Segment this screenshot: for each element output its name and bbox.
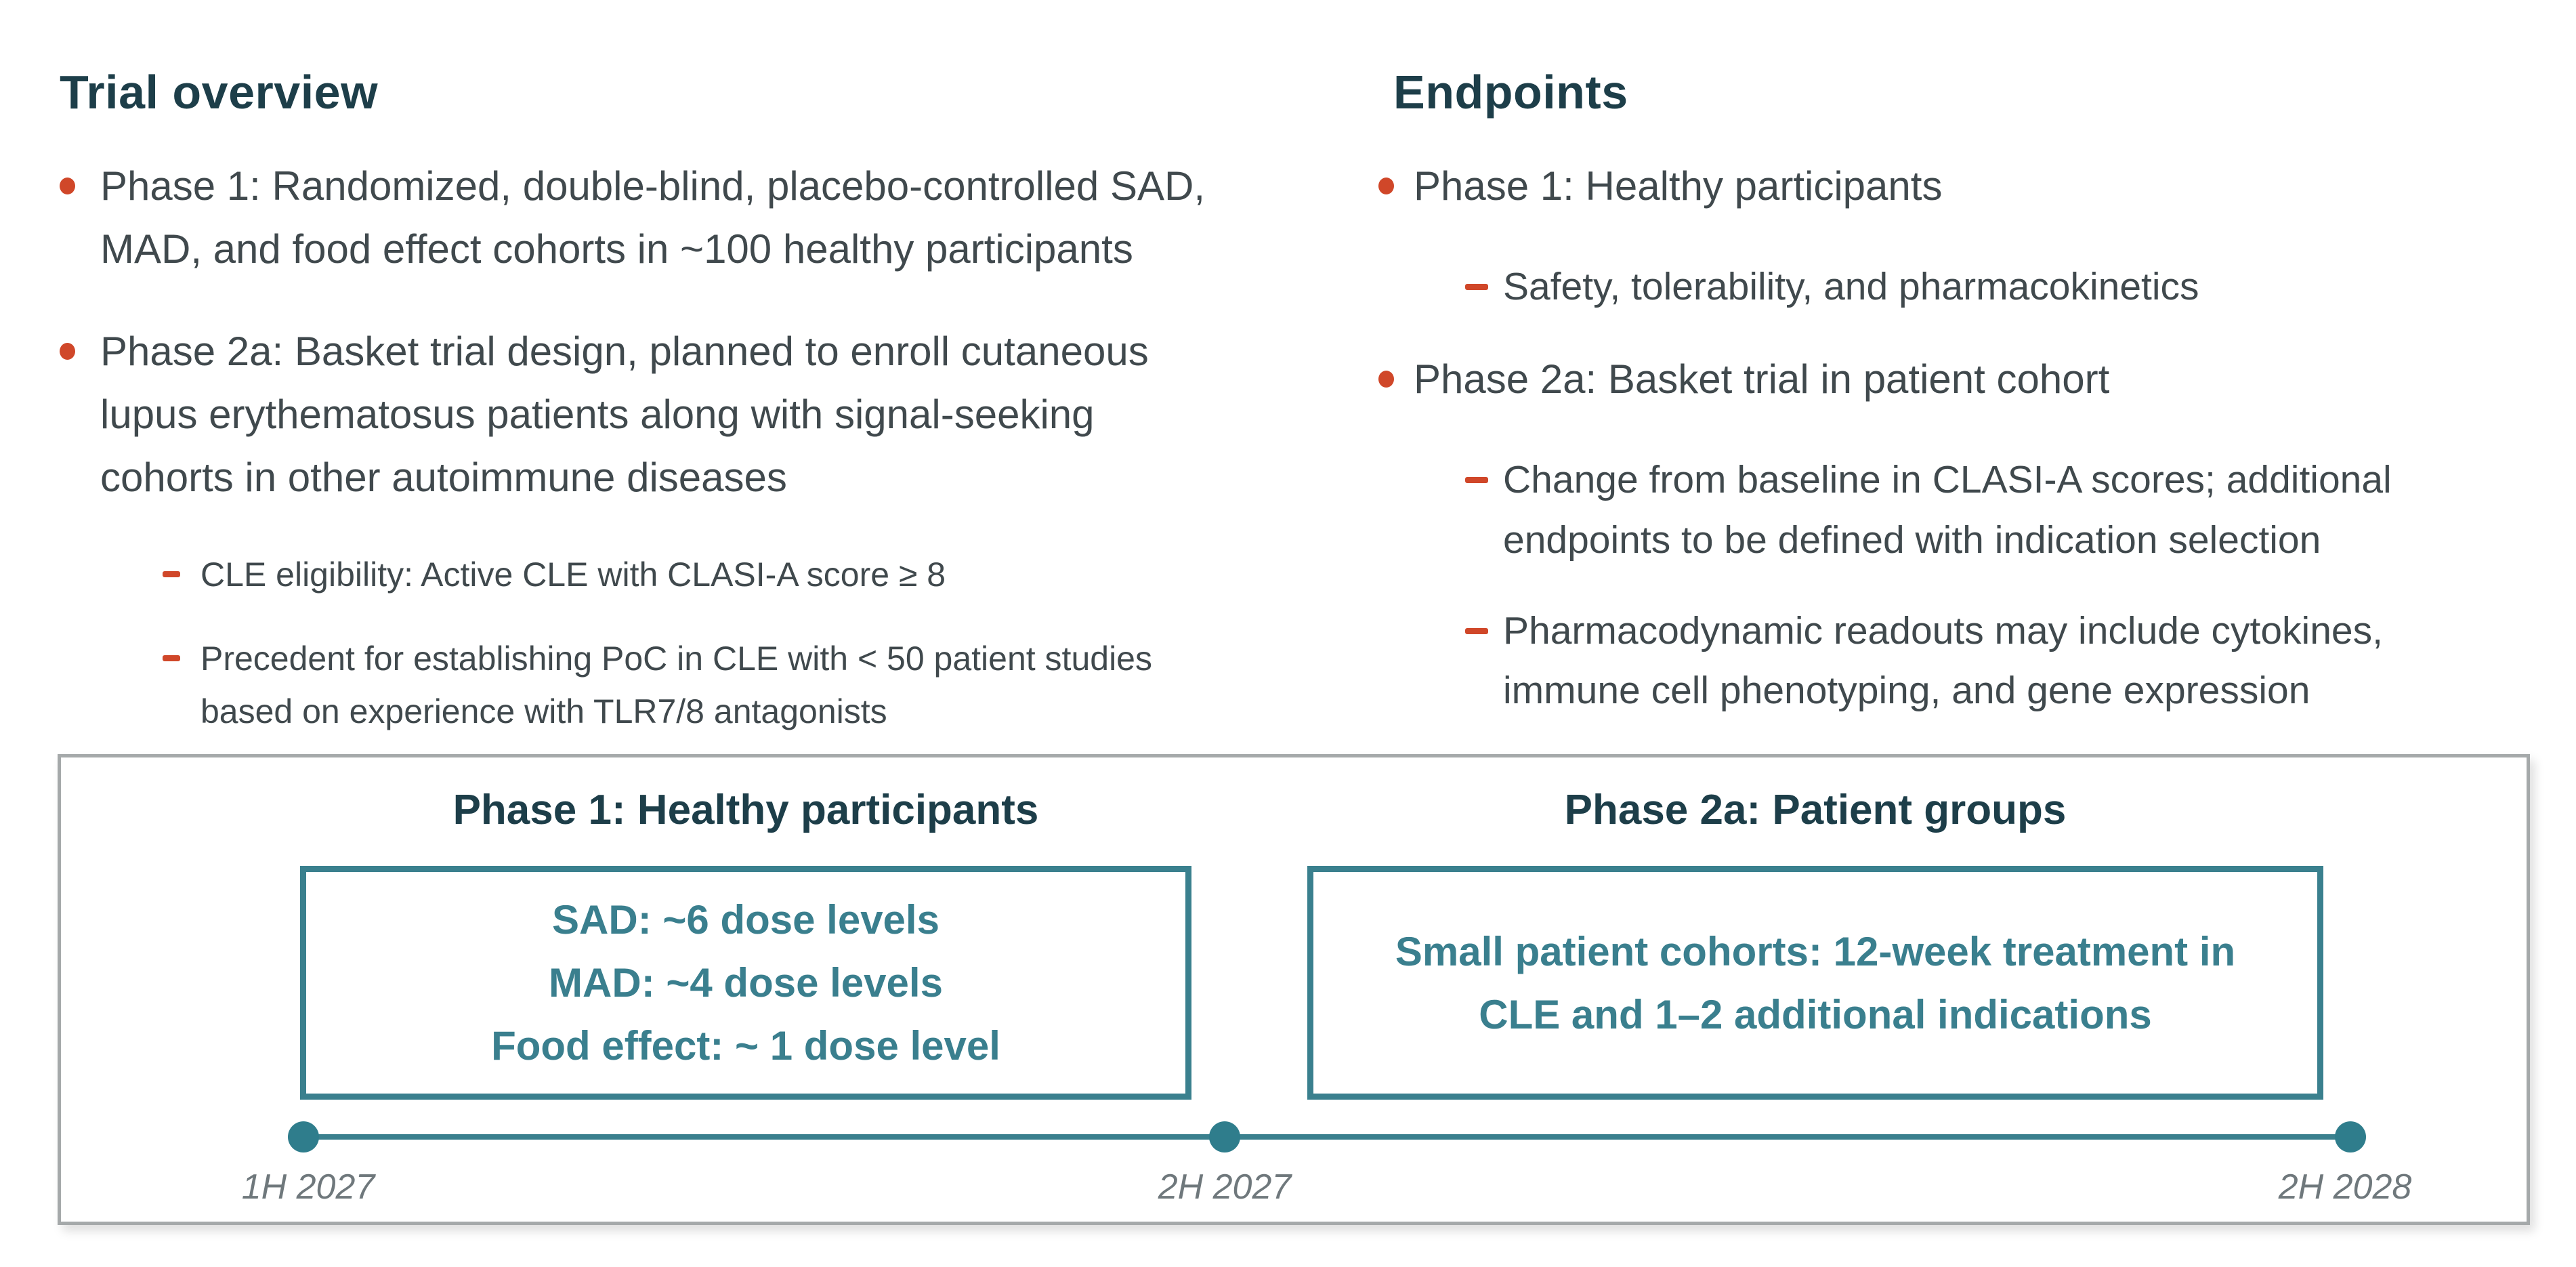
timeline-line xyxy=(303,1134,2350,1140)
sub-bullet-text: Change from baseline in CLASI-A scores; … xyxy=(1503,458,2392,562)
timeline-label-2h2027: 2H 2027 xyxy=(1158,1167,1292,1207)
sub-bullet-text: Pharmacodynamic readouts may include cyt… xyxy=(1503,609,2383,713)
bullet-icon xyxy=(1378,371,1394,388)
bullet-text: Phase 2a: Basket trial design, planned t… xyxy=(100,329,1149,500)
phase1-timeline-title: Phase 1: Healthy participants xyxy=(452,787,1039,833)
timeline-dot-1h2027 xyxy=(288,1121,319,1152)
sub-bullet-text: Precedent for establishing PoC in CLE wi… xyxy=(200,640,1152,730)
phase2a-box-text: Small patient cohorts: 12-week treatment… xyxy=(1395,928,2236,1037)
bullet-text: Phase 2a: Basket trial in patient cohort xyxy=(1414,356,2110,402)
timeline-dot-2h2027 xyxy=(1209,1121,1240,1152)
trial-overview-title: Trial overview xyxy=(60,66,379,119)
phase1-box: SAD: ~6 dose levels MAD: ~4 dose levels … xyxy=(300,866,1191,1100)
endpoints-bullet-phase2a: Phase 2a: Basket trial in patient cohort xyxy=(1378,348,2571,411)
dash-icon xyxy=(1465,628,1488,635)
dash-icon xyxy=(163,655,180,661)
safety-sub-bullet: Safety, tolerability, and pharmacokineti… xyxy=(1465,257,2571,316)
bullet-text: Phase 1: Randomized, double-blind, place… xyxy=(100,163,1205,272)
dash-icon xyxy=(1465,284,1488,290)
timeline-dot-2h2028 xyxy=(2335,1121,2366,1152)
dash-icon xyxy=(1465,477,1488,484)
bullet-icon xyxy=(60,178,75,194)
trial-overview-section: Trial overview Phase 1: Randomized, doub… xyxy=(60,65,1340,769)
sub-bullet-text: CLE eligibility: Active CLE with CLASI-A… xyxy=(200,556,946,594)
phase1-box-text: SAD: ~6 dose levels MAD: ~4 dose levels … xyxy=(491,897,1000,1068)
sub-bullet-text: Safety, tolerability, and pharmacokineti… xyxy=(1503,265,2199,308)
timeline-panel: Phase 1: Healthy participants Phase 2a: … xyxy=(58,754,2530,1225)
timeline-label-1h2027: 1H 2027 xyxy=(241,1167,375,1207)
bullet-icon xyxy=(60,343,75,360)
cle-eligibility-sub-bullet: CLE eligibility: Active CLE with CLASI-A… xyxy=(163,548,1340,601)
endpoints-section: Endpoints Phase 1: Healthy participants … xyxy=(1378,65,2571,752)
bullet-icon xyxy=(1378,178,1394,194)
pharmacodynamic-sub-bullet: Pharmacodynamic readouts may include cyt… xyxy=(1465,601,2571,721)
bullet-text: Phase 1: Healthy participants xyxy=(1414,163,1943,209)
clasi-change-sub-bullet: Change from baseline in CLASI-A scores; … xyxy=(1465,450,2571,570)
dash-icon xyxy=(163,571,180,577)
phase2a-box: Small patient cohorts: 12-week treatment… xyxy=(1307,866,2323,1100)
trial-overview-bullet-phase1: Phase 1: Randomized, double-blind, place… xyxy=(60,154,1340,281)
trial-overview-bullet-phase2a: Phase 2a: Basket trial design, planned t… xyxy=(60,320,1340,509)
timeline-label-2h2028: 2H 2028 xyxy=(2278,1167,2412,1207)
endpoints-title: Endpoints xyxy=(1393,66,1628,119)
phase2a-timeline-title: Phase 2a: Patient groups xyxy=(1564,787,2067,833)
poc-precedent-sub-bullet: Precedent for establishing PoC in CLE wi… xyxy=(163,632,1340,738)
endpoints-bullet-phase1: Phase 1: Healthy participants xyxy=(1378,154,2571,217)
